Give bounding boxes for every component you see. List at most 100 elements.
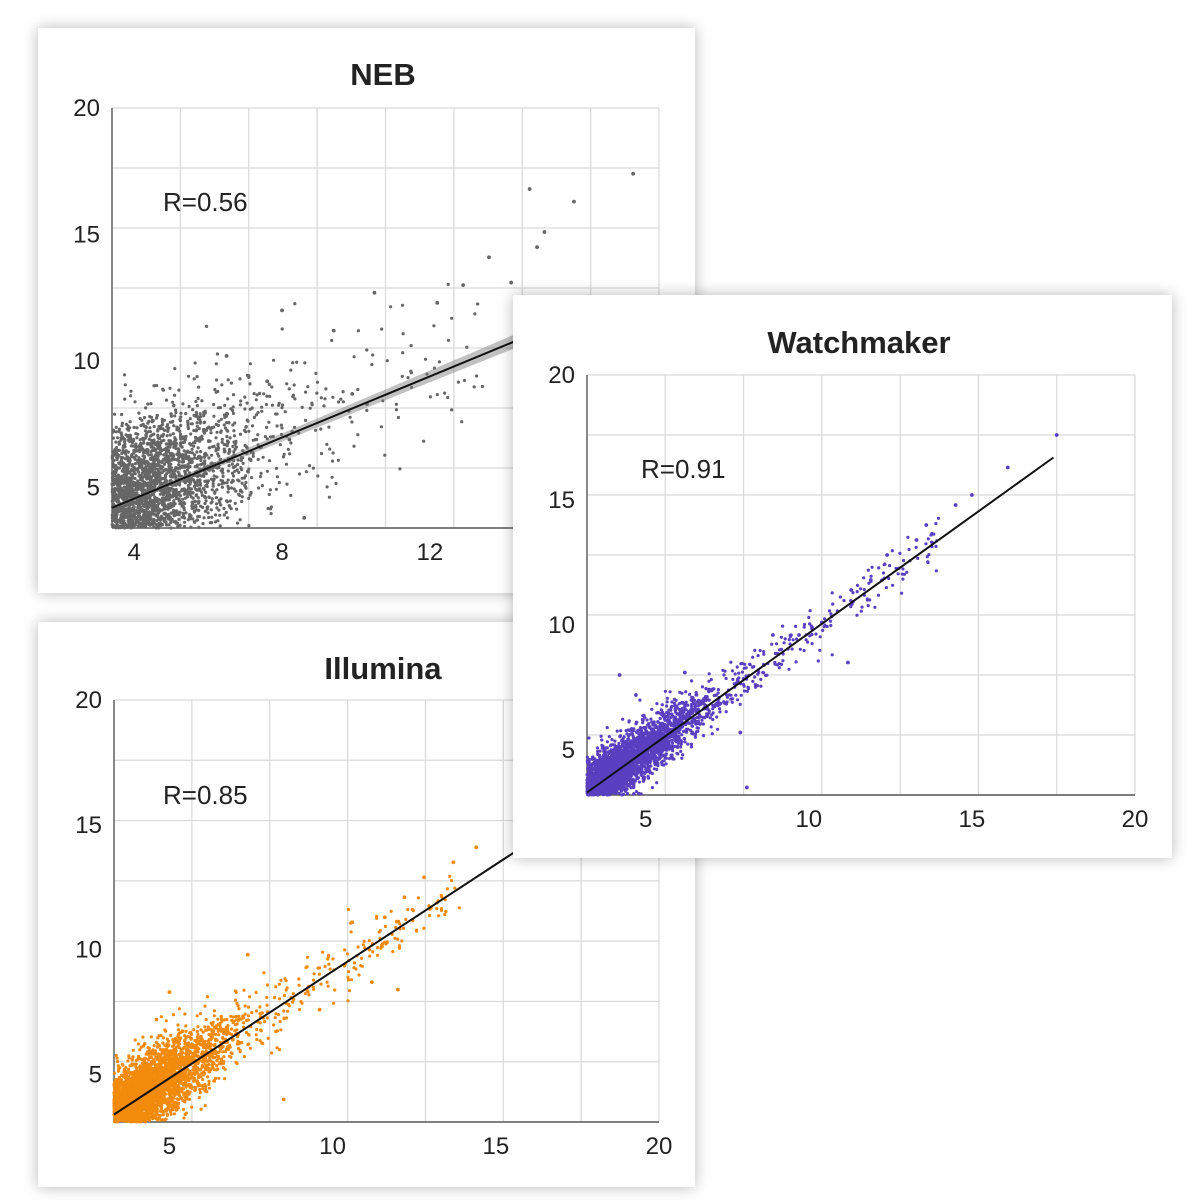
data-point <box>195 424 199 428</box>
data-point <box>196 1025 200 1029</box>
data-point <box>297 431 301 435</box>
data-point <box>192 484 197 488</box>
data-point <box>175 425 179 429</box>
data-point <box>233 501 237 505</box>
data-point <box>322 404 326 408</box>
data-point <box>116 1097 120 1101</box>
data-point <box>268 394 272 398</box>
data-point <box>218 500 222 505</box>
data-point <box>119 438 123 442</box>
data-point <box>144 515 148 519</box>
data-point <box>131 480 135 484</box>
data-point <box>462 378 467 383</box>
data-point <box>207 1079 211 1083</box>
data-point <box>171 432 175 436</box>
data-point <box>134 487 138 491</box>
data-point <box>255 393 259 397</box>
data-point <box>155 1110 159 1114</box>
data-point-outlier <box>280 308 284 313</box>
data-point <box>199 450 203 454</box>
data-point <box>196 514 200 519</box>
data-point <box>194 410 198 415</box>
data-point <box>229 1014 233 1018</box>
data-point <box>111 517 116 521</box>
data-point <box>206 1039 210 1043</box>
data-point <box>339 397 343 401</box>
data-point <box>130 493 134 497</box>
data-point <box>285 482 289 486</box>
data-point <box>216 452 220 456</box>
data-point <box>244 1031 249 1035</box>
data-point <box>156 1113 160 1117</box>
data-point <box>210 453 214 457</box>
data-point <box>126 516 130 520</box>
data-point <box>225 516 230 520</box>
data-point <box>146 473 150 477</box>
data-point <box>186 425 190 429</box>
data-point <box>272 358 276 362</box>
data-point <box>380 327 384 331</box>
data-point-outlier <box>487 255 491 260</box>
data-point <box>152 504 157 508</box>
data-point <box>174 410 178 415</box>
data-point <box>218 1021 222 1025</box>
data-point <box>244 480 248 485</box>
data-point <box>177 1046 181 1050</box>
data-point <box>111 428 115 432</box>
data-point <box>195 375 199 379</box>
data-point <box>139 525 143 529</box>
data-point <box>123 515 127 519</box>
y-tick-label: 20 <box>75 687 102 714</box>
data-point <box>190 451 194 455</box>
data-point <box>136 1042 140 1046</box>
data-point <box>238 403 242 407</box>
data-point <box>160 1094 164 1098</box>
data-point <box>241 461 245 465</box>
data-point <box>252 415 256 419</box>
data-point <box>127 1054 131 1058</box>
data-point <box>111 509 115 513</box>
data-point <box>219 497 223 501</box>
data-point <box>181 513 186 517</box>
data-point <box>172 508 176 513</box>
data-point <box>173 414 177 418</box>
data-point <box>136 459 140 463</box>
data-point <box>258 391 262 395</box>
data-point <box>173 457 177 461</box>
data-point <box>151 1117 155 1121</box>
data-point <box>158 464 162 468</box>
data-point <box>185 468 189 472</box>
data-point <box>396 415 400 420</box>
data-point <box>274 412 278 416</box>
illumina-chart-title: Illumina <box>324 651 442 686</box>
data-point <box>164 479 169 483</box>
data-point <box>218 524 222 528</box>
data-point <box>293 397 297 401</box>
data-point <box>146 488 150 492</box>
data-point <box>175 466 180 470</box>
data-point <box>177 1037 181 1041</box>
data-point <box>170 1091 175 1095</box>
data-point <box>187 404 191 409</box>
data-point <box>166 498 170 502</box>
data-point <box>215 352 219 356</box>
data-point <box>409 344 413 348</box>
data-point <box>244 485 248 489</box>
data-point <box>401 332 405 336</box>
x-tick-label: 15 <box>482 1133 509 1160</box>
data-point <box>237 1014 241 1018</box>
data-point <box>181 1062 185 1066</box>
data-point <box>198 483 203 487</box>
data-point <box>162 448 166 452</box>
data-point <box>218 406 222 410</box>
data-point <box>180 1090 184 1094</box>
data-point <box>150 433 154 437</box>
data-point <box>193 453 197 457</box>
data-point <box>183 465 187 469</box>
data-point <box>213 490 217 494</box>
data-point-outlier <box>331 328 336 333</box>
data-point <box>181 1071 185 1075</box>
data-point <box>128 461 132 465</box>
data-point <box>163 487 167 491</box>
data-point <box>141 1066 145 1070</box>
